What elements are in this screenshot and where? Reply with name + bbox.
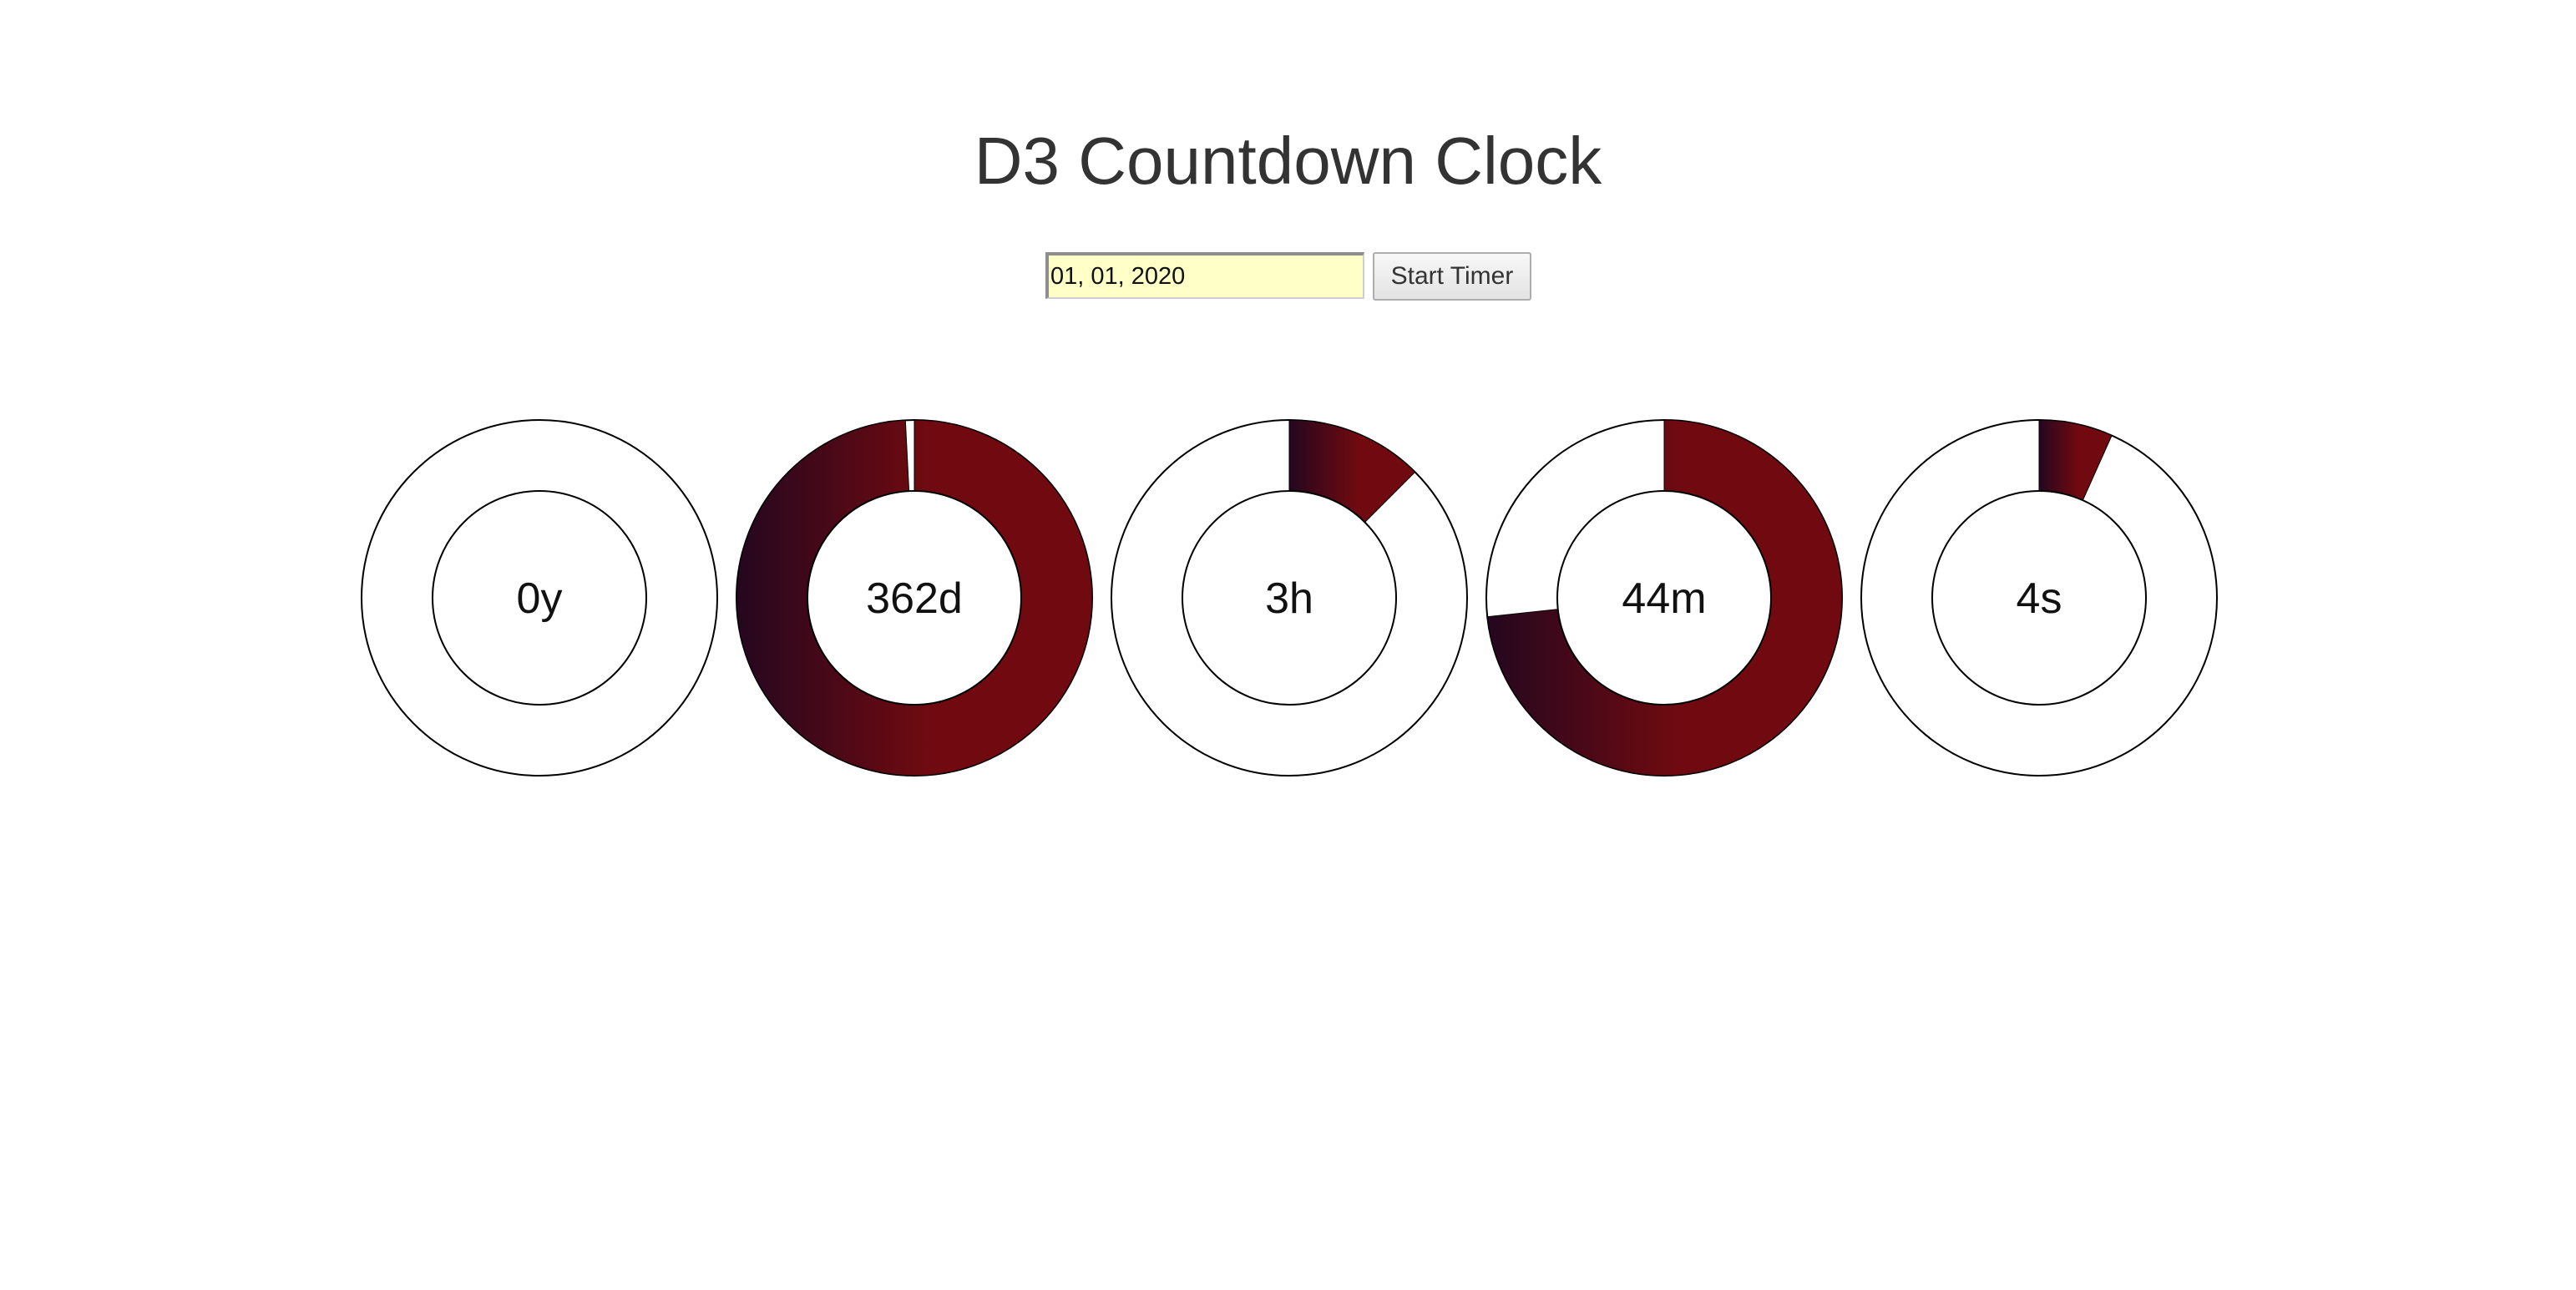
- inner-ring: [432, 490, 647, 706]
- target-date-input[interactable]: [1045, 252, 1364, 299]
- inner-ring: [807, 490, 1022, 706]
- outer-ring: [361, 419, 718, 777]
- unit-value-label: 362d: [866, 574, 963, 623]
- start-timer-button[interactable]: Start Timer: [1373, 252, 1531, 301]
- unit-value-label: 3h: [1265, 574, 1313, 623]
- inner-ring: [1182, 490, 1397, 706]
- clock-unit: 3h: [1111, 419, 1468, 777]
- clock-unit: 362d: [736, 419, 1093, 777]
- inner-ring: [1556, 490, 1772, 706]
- unit-value-label: 4s: [2017, 574, 2062, 623]
- unit-value-label: 0y: [517, 574, 563, 623]
- clock-unit: 4s: [1860, 419, 2218, 777]
- clock-unit: 0y: [361, 419, 718, 777]
- unit-value-label: 44m: [1622, 574, 1706, 623]
- progress-arc: [2038, 419, 2113, 501]
- page-title: D3 Countdown Clock: [974, 124, 1602, 198]
- inner-ring: [1931, 490, 2147, 706]
- clock-unit: 44m: [1485, 419, 1843, 777]
